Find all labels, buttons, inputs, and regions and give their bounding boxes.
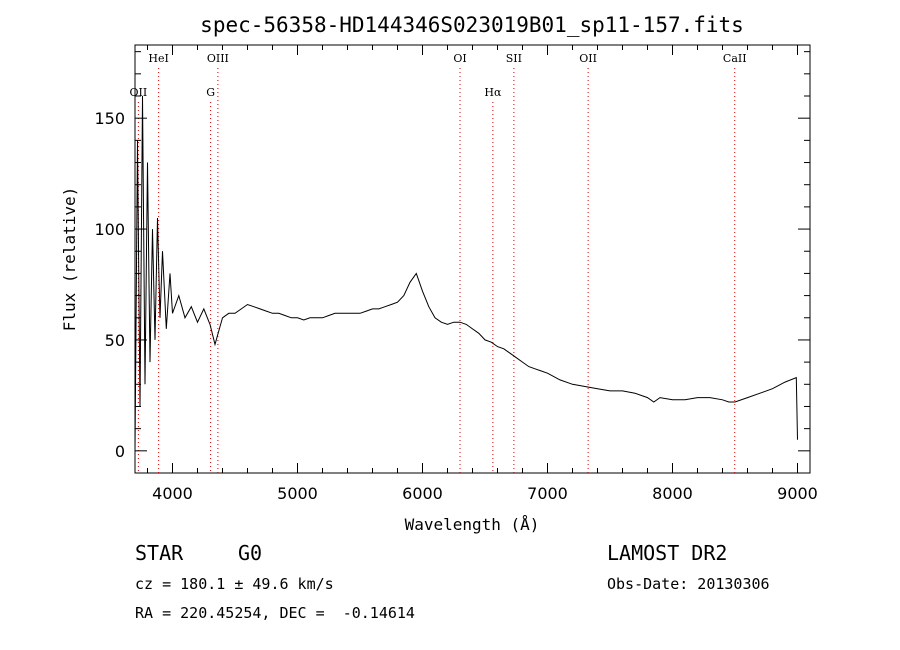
chart-title: spec-56358-HD144346S023019B01_sp11-157.f…: [200, 13, 744, 37]
y-tick-label: 50: [105, 331, 125, 350]
coordinates: RA = 220.45254, DEC = -0.14614: [135, 604, 415, 622]
marker-label: SII: [506, 52, 522, 65]
marker-label: Hα: [484, 86, 502, 99]
marker-label: HeI: [148, 52, 168, 65]
subclass: G0: [238, 541, 263, 565]
x-tick-label: 5000: [277, 484, 318, 503]
x-tick-label: 4000: [152, 484, 193, 503]
obs-date: Obs-Date: 20130306: [607, 575, 770, 593]
marker-label: OII: [579, 52, 597, 65]
x-axis-label: Wavelength (Å): [405, 515, 540, 534]
marker-label: OIII: [207, 52, 229, 65]
marker-label: OII: [130, 86, 148, 99]
plot-frame: [134, 44, 811, 474]
axis-ticks: 4000 5000 6000 7000 8000 9000 0 50 100 150: [94, 45, 818, 503]
marker-label: CaII: [723, 52, 747, 65]
survey-name: LAMOST DR2: [607, 541, 728, 565]
line-markers: OII HeI OIII G OI Hα OII SII CaII: [130, 52, 747, 473]
marker-label: OI: [453, 52, 466, 65]
x-tick-label: 7000: [527, 484, 568, 503]
x-tick-label: 9000: [777, 484, 818, 503]
spectrum-line: [134, 95, 798, 451]
x-tick-label: 6000: [402, 484, 443, 503]
x-tick-label: 8000: [652, 484, 693, 503]
redshift-text: cz = 180.1 ± 49.6 km/s: [135, 575, 334, 593]
y-tick-label: 100: [94, 220, 125, 239]
marker-label: G: [206, 86, 215, 99]
y-tick-label: 0: [115, 442, 125, 461]
y-tick-label: 150: [94, 109, 125, 128]
y-axis-label: Flux (relative): [60, 187, 79, 332]
object-class: STAR: [135, 541, 184, 565]
